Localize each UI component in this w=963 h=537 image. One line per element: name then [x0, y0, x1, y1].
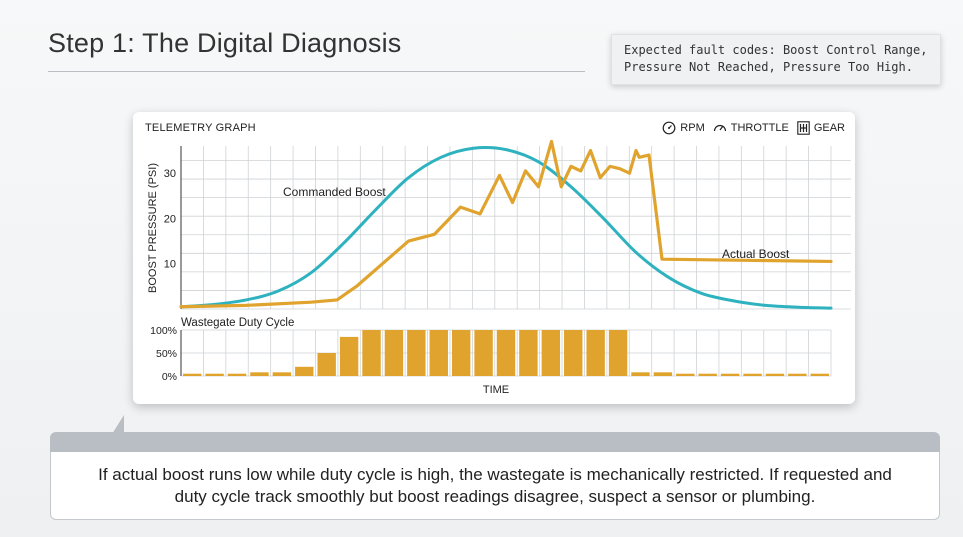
title-divider: [48, 71, 585, 72]
y-tick-label: 10: [164, 259, 176, 271]
duty-cycle-bar: [272, 372, 292, 376]
duty-cycle-bar: [586, 330, 605, 376]
duty-tick-label: 100%: [150, 325, 177, 337]
duty-tick-label: 50%: [156, 348, 177, 360]
duty-tick-label: 0%: [162, 371, 177, 383]
duty-cycle-bar: [519, 330, 538, 376]
wastegate-duty-plot: Wastegate Duty Cycle 0% 50% 100% TIME: [150, 317, 832, 396]
diagnosis-callout: If actual boost runs low while duty cycl…: [50, 452, 940, 520]
legend-rpm[interactable]: RPM: [662, 121, 705, 135]
duty-cycle-title: Wastegate Duty Cycle: [181, 317, 294, 329]
duty-cycle-bar: [608, 330, 628, 376]
duty-cycle-bar: [250, 372, 269, 376]
duty-cycle-bar: [631, 372, 650, 376]
duty-cycle-bar: [429, 330, 448, 376]
actual-boost-line: [179, 139, 833, 309]
actual-boost-label: Actual Boost: [722, 247, 790, 261]
callout-pointer: [112, 415, 124, 434]
duty-cycle-bar: [183, 373, 202, 376]
page-title: Step 1: The Digital Diagnosis: [48, 28, 402, 58]
commanded-boost-label: Commanded Boost: [283, 185, 386, 199]
duty-cycle-bar: [541, 330, 561, 376]
duty-cycle-bar: [720, 373, 740, 376]
y-tick-label: 20: [164, 213, 176, 225]
gear-shift-icon: [797, 121, 810, 135]
y-axis-label: BOOST PRESSURE (PSI): [147, 163, 159, 293]
duty-cycle-bar: [698, 373, 717, 376]
boost-pressure-plot: 10 20 30 BOOST PRESSURE (PSI) Commanded Boos…: [147, 139, 851, 310]
duty-cycle-bar: [474, 330, 493, 376]
duty-cycle-bar: [810, 373, 829, 376]
legend-gear[interactable]: GEAR: [797, 121, 845, 135]
legend-throttle[interactable]: THROTTLE: [713, 121, 789, 135]
y-tick-label: 30: [164, 168, 176, 180]
x-axis-label: TIME: [483, 384, 509, 396]
duty-cycle-bar: [451, 330, 471, 376]
duty-cycle-bar: [362, 330, 381, 376]
duty-cycle-bar: [676, 373, 695, 376]
duty-cycle-bar: [205, 373, 224, 376]
duty-cycle-bar: [788, 373, 807, 376]
duty-cycle-bar: [317, 353, 336, 376]
callout-header-bar: [50, 432, 940, 454]
legend-gear-label: GEAR: [813, 122, 845, 134]
throttle-gauge-icon: [713, 124, 726, 132]
rpm-gauge-icon: [662, 121, 676, 135]
duty-cycle-bar: [496, 330, 516, 376]
duty-cycle-bar: [653, 372, 673, 376]
duty-cycle-bar: [743, 373, 762, 376]
fault-code-note: Expected fault codes: Boost Control Rang…: [611, 34, 941, 85]
duty-cycle-bar: [227, 373, 247, 376]
commanded-boost-line: [179, 146, 833, 310]
duty-cycle-bar: [407, 330, 426, 376]
legend-rpm-label: RPM: [680, 122, 705, 134]
telemetry-graph-label: TELEMETRY GRAPH: [145, 122, 256, 134]
duty-cycle-bar: [765, 373, 785, 376]
telemetry-legend: RPM THROTTLE GEAR: [662, 121, 845, 135]
diagnosis-callout-text: If actual boost runs low while duty cycl…: [98, 464, 892, 506]
duty-cycle-bar: [564, 330, 583, 376]
duty-cycle-bar: [339, 336, 359, 376]
duty-cycle-bar: [295, 366, 314, 376]
legend-throttle-label: THROTTLE: [730, 122, 789, 134]
duty-cycle-bar: [384, 330, 404, 376]
